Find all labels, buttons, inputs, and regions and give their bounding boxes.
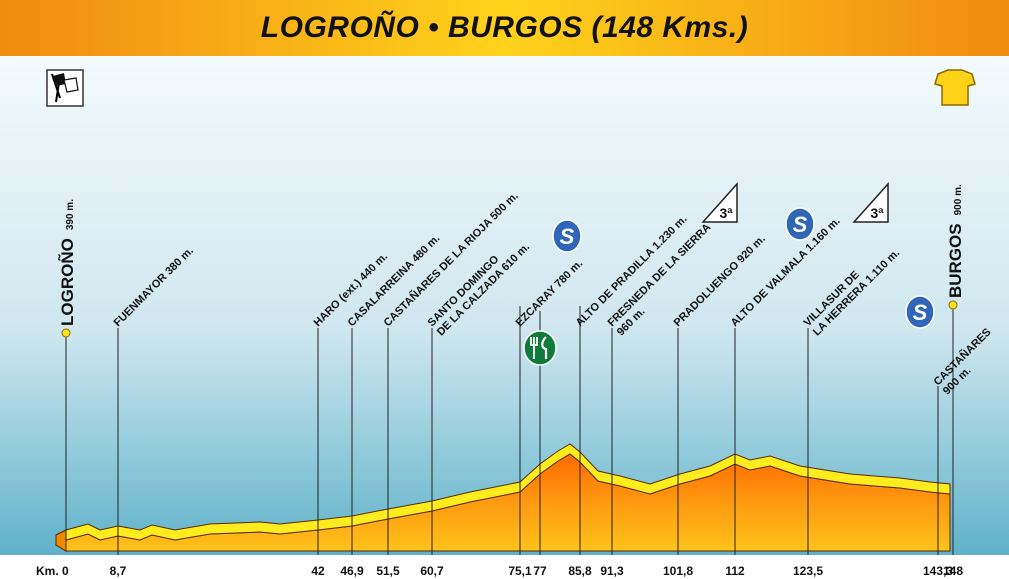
km-mark-label: 8,7 bbox=[110, 564, 127, 578]
terrain-top bbox=[55, 443, 951, 546]
km-mark-label: 42 bbox=[311, 564, 325, 578]
finish-dot bbox=[948, 300, 958, 310]
km-mark-label: 123,5 bbox=[793, 564, 823, 578]
mountain-category-icon: 3ª bbox=[852, 182, 889, 223]
svg-text:S: S bbox=[560, 224, 575, 249]
sprint-icon: S bbox=[552, 219, 582, 253]
finish-label: BURGOS900 m. bbox=[946, 184, 965, 298]
km-mark-label: 148 bbox=[943, 564, 963, 578]
sprint-icon: S bbox=[905, 295, 935, 329]
km-mark-label: 143,3 bbox=[923, 564, 953, 578]
fork-knife-icon bbox=[523, 330, 557, 366]
svg-text:S: S bbox=[913, 300, 928, 325]
km-mark-label: 51,5 bbox=[376, 564, 400, 578]
km-mark-label: 112 bbox=[725, 564, 745, 578]
stage-title: LOGROÑO • BURGOS (148 Kms.) bbox=[260, 11, 749, 44]
checkered-flag-icon bbox=[46, 69, 84, 107]
km-mark-label: 77 bbox=[533, 564, 547, 578]
km-mark-label: 60,7 bbox=[420, 564, 444, 578]
svg-text:3ª: 3ª bbox=[720, 205, 734, 221]
sky-background bbox=[0, 56, 1009, 555]
km-mark-label: 101,8 bbox=[663, 564, 693, 578]
waypoint-guides bbox=[65, 306, 954, 555]
km-axis-strip bbox=[0, 555, 1009, 579]
km-prefix-label: Km. 0 bbox=[36, 564, 69, 578]
km-labels: 8,7 42 46,9 51,5 60,7 75,1 77 85,8 91,3 101,8 112 1… bbox=[110, 564, 964, 578]
title-banner: LOGROÑO • BURGOS (148 Kms.) bbox=[0, 0, 1009, 58]
terrain-base-edge bbox=[55, 529, 67, 552]
start-dot bbox=[61, 328, 71, 338]
start-label: LOGROÑO390 m. bbox=[57, 199, 77, 326]
km-mark-label: 85,8 bbox=[568, 564, 592, 578]
km-mark-label: 75,1 bbox=[508, 564, 532, 578]
mountain-category-icon: 3ª bbox=[701, 182, 738, 223]
km-mark-label: 91,3 bbox=[600, 564, 624, 578]
svg-text:3ª: 3ª bbox=[871, 205, 885, 221]
profile-diagram: S S S 3ª 3ª FUENMAYOR 380 m. HARO (ext.) … bbox=[0, 56, 1009, 579]
svg-text:S: S bbox=[793, 212, 808, 237]
yellow-jersey-icon bbox=[934, 69, 976, 106]
km-mark-label: 46,9 bbox=[340, 564, 364, 578]
sprint-icon: S bbox=[785, 207, 815, 241]
